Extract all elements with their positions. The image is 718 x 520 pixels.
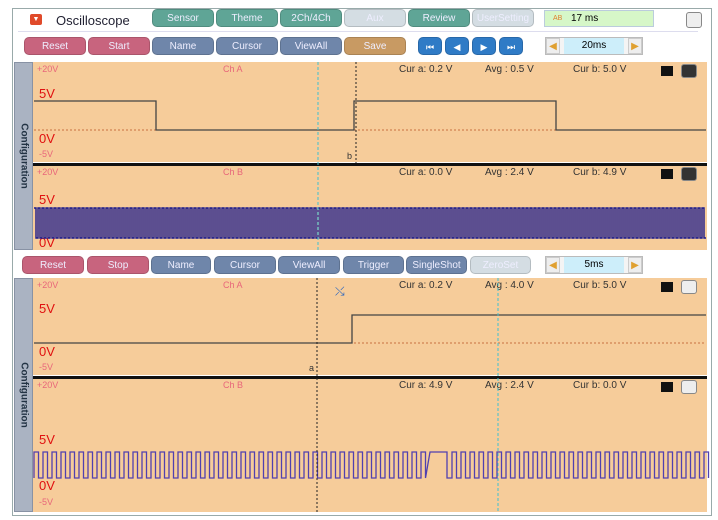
ab-label: AB	[553, 15, 563, 22]
neg5v-label: -5V	[39, 362, 54, 372]
5v-label: 5V	[39, 86, 55, 101]
cursor-b-value: Cur b: 5.0 V	[573, 280, 627, 291]
5v-label: 5V	[39, 432, 55, 447]
cursor-a-value: Cur a: 0.0 V	[399, 167, 453, 178]
prev-button[interactable]: ◀	[445, 37, 469, 55]
app-title: Oscilloscope	[56, 13, 130, 28]
skip-last-button[interactable]: ⏭	[499, 37, 523, 55]
channel-toggle-icon[interactable]	[681, 64, 697, 78]
bottom-ch-b-trace	[33, 451, 710, 479]
channel-separator	[33, 376, 707, 379]
cursor-a-value: Cur a: 4.9 V	[399, 380, 453, 391]
bottom-ch-a-trace	[34, 314, 706, 344]
window-menu-icon[interactable]	[686, 12, 702, 28]
viewall-button-2[interactable]: ViewAll	[278, 256, 340, 274]
top-ch-b-trace	[34, 207, 706, 239]
timebase-increase[interactable]: ▶	[628, 257, 642, 273]
neg5v-label: -5V	[39, 497, 54, 507]
channel-name: Ch B	[223, 380, 244, 390]
reset-button[interactable]: Reset	[24, 37, 86, 55]
color-swatch-icon[interactable]	[661, 282, 673, 292]
cursor-button[interactable]: Cursor	[216, 37, 278, 55]
trigger-icon[interactable]: ⤯	[335, 284, 345, 298]
cursor-a-marker[interactable]: a	[309, 363, 315, 373]
cursor-a-value: Cur a: 0.2 V	[399, 64, 453, 75]
0v-label: 0V	[39, 478, 55, 493]
channel-name: Ch A	[223, 280, 243, 290]
range-label: +20V	[37, 380, 59, 390]
range-label: +20V	[37, 167, 59, 177]
range-label: +20V	[37, 64, 59, 74]
cursor-b-value: Cur b: 4.9 V	[573, 167, 627, 178]
tab-theme[interactable]: Theme	[216, 9, 278, 27]
tab-aux[interactable]: Aux	[344, 9, 406, 27]
average-value: Avg : 4.0 V	[485, 280, 534, 291]
timebase-decrease[interactable]: ◀	[546, 257, 560, 273]
cursor-b-value: Cur b: 0.0 V	[573, 380, 627, 391]
channel-toggle-icon[interactable]	[681, 380, 697, 394]
channel-name: Ch A	[223, 64, 243, 74]
configuration-tab-top[interactable]: Configuration	[14, 62, 33, 250]
next-button[interactable]: ▶	[472, 37, 496, 55]
average-value: Avg : 0.5 V	[485, 64, 534, 75]
channel-name: Ch B	[223, 167, 244, 177]
cursor-b-value: Cur b: 5.0 V	[573, 64, 627, 75]
tab-user-setting[interactable]: UserSetting	[472, 9, 534, 27]
name-button[interactable]: Name	[152, 37, 214, 55]
timing-value: 17 ms	[571, 13, 599, 24]
save-button[interactable]: Save	[344, 37, 406, 55]
color-swatch-icon[interactable]	[661, 169, 673, 179]
tab-review[interactable]: Review	[408, 9, 470, 27]
average-value: Avg : 2.4 V	[485, 380, 534, 391]
menu-icon[interactable]: ▼	[30, 14, 42, 25]
name-button-2[interactable]: Name	[151, 256, 211, 274]
0v-label: 0V	[39, 344, 55, 359]
0v-label: 0V	[39, 235, 55, 250]
cursor-b-marker[interactable]: b	[347, 151, 353, 161]
trigger-button[interactable]: Trigger	[343, 256, 404, 274]
channel-separator	[33, 163, 707, 166]
divider	[18, 31, 698, 32]
zeroset-button[interactable]: ZeroSet	[470, 256, 531, 274]
singleshot-button[interactable]: SingleShot	[406, 256, 467, 274]
viewall-button[interactable]: ViewAll	[280, 37, 342, 55]
bottom-ch-b-panel: +20V Ch B 5V 0V -5V Cur a: 4.9 V Avg : 2…	[33, 378, 707, 512]
timing-display: AB 17 ms	[544, 10, 654, 27]
timebase-selector-1[interactable]: ◀ 20ms ▶	[545, 37, 643, 55]
configuration-tab-bottom[interactable]: Configuration	[14, 278, 33, 512]
timebase-decrease[interactable]: ◀	[546, 38, 560, 54]
color-swatch-icon[interactable]	[661, 382, 673, 392]
0v-label: 0V	[39, 131, 55, 146]
top-ch-a-trace	[34, 100, 706, 131]
tab-sensor[interactable]: Sensor	[152, 9, 214, 27]
timebase-selector-2[interactable]: ◀ 5ms ▶	[545, 256, 643, 274]
channel-toggle-icon[interactable]	[681, 280, 697, 294]
average-value: Avg : 2.4 V	[485, 167, 534, 178]
reset-button-2[interactable]: Reset	[22, 256, 84, 274]
bottom-ch-a-panel: +20V Ch A 5V 0V -5V Cur a: 0.2 V Avg : 4…	[33, 278, 707, 375]
range-label: +20V	[37, 280, 59, 290]
color-swatch-icon[interactable]	[661, 66, 673, 76]
5v-label: 5V	[39, 301, 55, 316]
timebase-value: 5ms	[564, 257, 624, 273]
timebase-increase[interactable]: ▶	[628, 38, 642, 54]
stop-button[interactable]: Stop	[87, 256, 149, 274]
skip-first-button[interactable]: ⏮	[418, 37, 442, 55]
neg5v-label: -5V	[39, 149, 54, 159]
tab-2ch-4ch[interactable]: 2Ch/4Ch	[280, 9, 342, 27]
channel-toggle-icon[interactable]	[681, 167, 697, 181]
5v-label: 5V	[39, 192, 55, 207]
start-button[interactable]: Start	[88, 37, 150, 55]
timebase-value: 20ms	[564, 38, 624, 54]
cursor-button-2[interactable]: Cursor	[214, 256, 276, 274]
cursor-a-value: Cur a: 0.2 V	[399, 280, 453, 291]
top-ch-a-panel: +20V Ch A 5V 0V -5V Cur a: 0.2 V Avg : 0…	[33, 62, 707, 162]
